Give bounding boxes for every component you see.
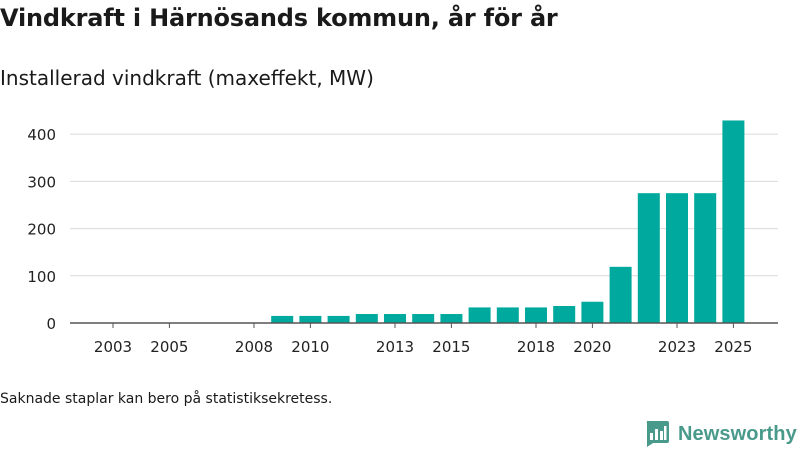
bar-2022[interactable] xyxy=(637,193,660,323)
x-tick-label: 2025 xyxy=(714,338,752,356)
x-tick-label: 2020 xyxy=(573,338,611,356)
bar-2017[interactable] xyxy=(496,307,519,323)
bar-2015[interactable] xyxy=(440,314,463,323)
bar-2018[interactable] xyxy=(525,307,547,323)
bar-2021[interactable] xyxy=(609,266,632,323)
y-tick-label: 300 xyxy=(27,173,56,191)
bar-2014[interactable] xyxy=(412,314,435,323)
bar-2024[interactable] xyxy=(694,193,717,323)
bar-2023[interactable] xyxy=(666,193,688,323)
bars xyxy=(271,120,745,323)
x-tick-label: 2008 xyxy=(235,338,273,356)
chart-title: Vindkraft i Härnösands kommun, år för år xyxy=(0,4,558,32)
newsworthy-logo[interactable]: Newsworthy xyxy=(644,420,797,448)
y-tick-label: 0 xyxy=(46,315,56,333)
bar-2011[interactable] xyxy=(327,315,350,323)
bar-2012[interactable] xyxy=(355,314,378,323)
y-tick-label: 400 xyxy=(27,126,56,144)
grid-lines xyxy=(70,133,778,277)
bar-chart: 0 100 200 300 400 2003 2005 2008 2010 2013 2015 201… xyxy=(27,120,778,356)
x-tick-label: 2003 xyxy=(94,338,132,356)
footnote: Saknade staplar kan bero på statistiksek… xyxy=(0,391,333,407)
axes xyxy=(70,322,778,328)
y-tick-label: 100 xyxy=(27,268,56,286)
chart-bubble-icon xyxy=(646,421,669,447)
y-tick-label: 200 xyxy=(27,221,56,239)
bar-2016[interactable] xyxy=(468,307,491,323)
bar-2013[interactable] xyxy=(384,314,406,323)
chart-subtitle: Installerad vindkraft (maxeffekt, MW) xyxy=(0,66,374,90)
x-tick-label: 2005 xyxy=(150,338,188,356)
bar-2009[interactable] xyxy=(271,315,294,323)
bar-2025[interactable] xyxy=(722,120,745,323)
bar-2020[interactable] xyxy=(581,301,604,323)
x-tick-label: 2023 xyxy=(658,338,696,356)
brand-name: Newsworthy xyxy=(678,422,797,445)
x-tick-label: 2013 xyxy=(376,338,414,356)
x-tick-label: 2010 xyxy=(291,338,329,356)
bar-2019[interactable] xyxy=(553,306,576,323)
x-tick-label: 2015 xyxy=(432,338,470,356)
x-tick-label: 2018 xyxy=(517,338,555,356)
tick-labels: 0 100 200 300 400 2003 2005 2008 2010 2013 2015 201… xyxy=(27,126,752,356)
bar-2010[interactable] xyxy=(299,315,322,323)
